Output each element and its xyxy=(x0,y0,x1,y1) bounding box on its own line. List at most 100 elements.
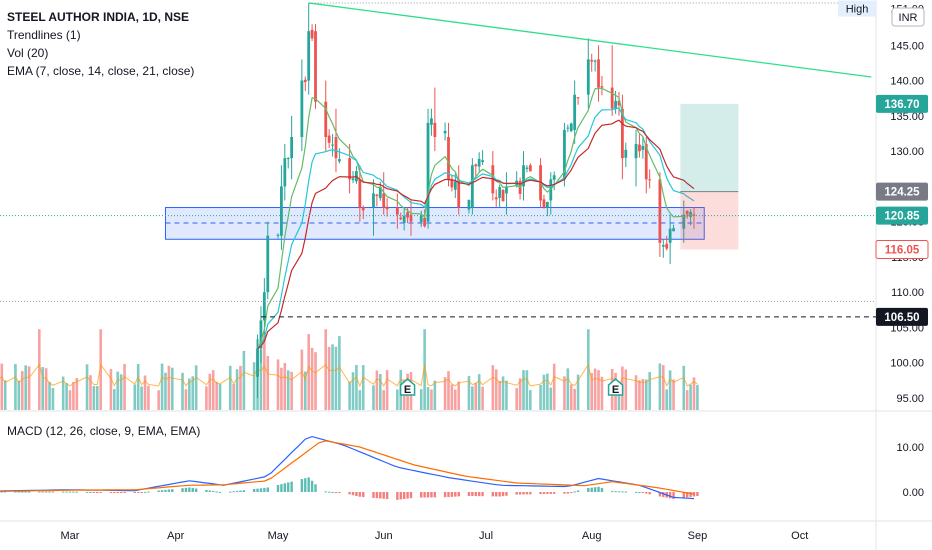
high-label-badge[interactable] xyxy=(838,0,876,17)
candle-body[interactable] xyxy=(430,118,433,125)
earnings-marker-icon[interactable] xyxy=(607,378,624,396)
candle-body[interactable] xyxy=(641,145,645,150)
candle-body[interactable] xyxy=(314,31,317,102)
candle-body[interactable] xyxy=(395,207,399,215)
candle-body[interactable] xyxy=(644,144,648,180)
candle-body[interactable] xyxy=(477,158,481,167)
candle-body[interactable] xyxy=(409,214,413,222)
candle-body[interactable] xyxy=(259,320,263,349)
candle-body[interactable] xyxy=(361,207,365,211)
candle-body[interactable] xyxy=(334,136,338,159)
candle-body[interactable] xyxy=(337,159,341,162)
candle-body[interactable] xyxy=(406,212,409,218)
candle-body[interactable] xyxy=(692,214,696,216)
candle-body[interactable] xyxy=(638,144,641,152)
candle-body[interactable] xyxy=(494,197,498,200)
candle-body[interactable] xyxy=(501,189,505,202)
candle-body[interactable] xyxy=(682,214,686,229)
candle-body[interactable] xyxy=(303,79,307,83)
candle-body[interactable] xyxy=(593,60,597,62)
candle-body[interactable] xyxy=(283,158,287,187)
candle-body[interactable] xyxy=(433,122,437,137)
candle-body[interactable] xyxy=(290,136,294,159)
currency-button[interactable] xyxy=(891,7,925,27)
candle-body[interactable] xyxy=(505,186,508,194)
candle-body[interactable] xyxy=(481,160,484,163)
support-zone[interactable] xyxy=(164,207,705,240)
candle-body[interactable] xyxy=(256,348,259,377)
earnings-marker-icon[interactable] xyxy=(399,378,416,396)
candle-body[interactable] xyxy=(286,158,290,160)
candle-body[interactable] xyxy=(668,228,672,243)
candle-body[interactable] xyxy=(443,130,447,134)
candle-body[interactable] xyxy=(610,87,614,109)
candle-body[interactable] xyxy=(450,178,454,188)
macd-signal-line[interactable] xyxy=(0,440,695,495)
ema-7-line[interactable] xyxy=(256,87,695,349)
candle-body[interactable] xyxy=(542,199,546,208)
candle-body[interactable] xyxy=(661,245,665,247)
candle-body[interactable] xyxy=(378,186,382,199)
candle-body[interactable] xyxy=(614,100,617,110)
candle-body[interactable] xyxy=(358,179,362,208)
indicator-ema[interactable]: EMA (7, close, 14, close, 21, close) xyxy=(7,64,195,78)
ema-21-line[interactable] xyxy=(257,119,695,350)
candle-body[interactable] xyxy=(685,210,689,215)
candle-body[interactable] xyxy=(552,175,556,180)
candle-body[interactable] xyxy=(402,216,406,224)
candle-body[interactable] xyxy=(327,135,331,143)
candle-body[interactable] xyxy=(617,100,621,106)
price-label-badge[interactable] xyxy=(876,182,928,201)
candle-body[interactable] xyxy=(399,217,403,220)
trendline[interactable] xyxy=(308,2,872,78)
candle-body[interactable] xyxy=(419,215,423,223)
candle-body[interactable] xyxy=(672,228,675,232)
candle-body[interactable] xyxy=(266,235,270,293)
candle-body[interactable] xyxy=(470,165,474,208)
candle-body[interactable] xyxy=(658,179,662,243)
candle-body[interactable] xyxy=(569,123,573,132)
price-label-badge[interactable] xyxy=(876,94,928,113)
indicator-trendlines[interactable]: Trendlines (1) xyxy=(7,28,81,42)
candle-body[interactable] xyxy=(624,149,628,158)
price-label-badge[interactable] xyxy=(876,206,928,225)
position-stop-area[interactable] xyxy=(680,191,739,250)
candle-body[interactable] xyxy=(586,59,590,95)
price-label-badge[interactable] xyxy=(876,307,928,326)
candle-body[interactable] xyxy=(620,108,624,159)
price-label-badge[interactable] xyxy=(875,240,929,260)
candle-body[interactable] xyxy=(498,187,502,198)
candle-body[interactable] xyxy=(474,164,478,167)
candle-body[interactable] xyxy=(563,129,566,180)
candle-body[interactable] xyxy=(307,31,311,81)
candle-body[interactable] xyxy=(385,206,389,210)
candle-body[interactable] xyxy=(590,59,594,62)
candle-body[interactable] xyxy=(382,193,386,208)
indicator-macd[interactable]: MACD (12, 26, close, 9, EMA, EMA) xyxy=(7,424,201,438)
candle-body[interactable] xyxy=(549,179,553,201)
candle-body[interactable] xyxy=(423,217,427,227)
candle-body[interactable] xyxy=(351,178,355,180)
candle-body[interactable] xyxy=(648,179,652,181)
candle-body[interactable] xyxy=(597,59,600,88)
candle-body[interactable] xyxy=(372,193,375,208)
candle-body[interactable] xyxy=(276,234,280,236)
candle-body[interactable] xyxy=(262,292,266,321)
candle-body[interactable] xyxy=(525,167,529,169)
position-target-area[interactable] xyxy=(680,103,739,192)
candle-body[interactable] xyxy=(528,165,532,172)
candle-body[interactable] xyxy=(348,158,352,180)
macd-line[interactable] xyxy=(0,435,695,500)
candle-body[interactable] xyxy=(426,122,430,222)
candle-body[interactable] xyxy=(566,127,570,129)
candle-body[interactable] xyxy=(447,136,450,180)
candle-body[interactable] xyxy=(331,144,334,146)
candle-body[interactable] xyxy=(467,199,471,210)
candle-body[interactable] xyxy=(573,94,577,130)
candle-body[interactable] xyxy=(665,243,669,249)
candle-body[interactable] xyxy=(457,179,461,208)
candle-body[interactable] xyxy=(280,186,283,236)
candle-body[interactable] xyxy=(600,86,604,88)
candle-body[interactable] xyxy=(634,144,638,159)
